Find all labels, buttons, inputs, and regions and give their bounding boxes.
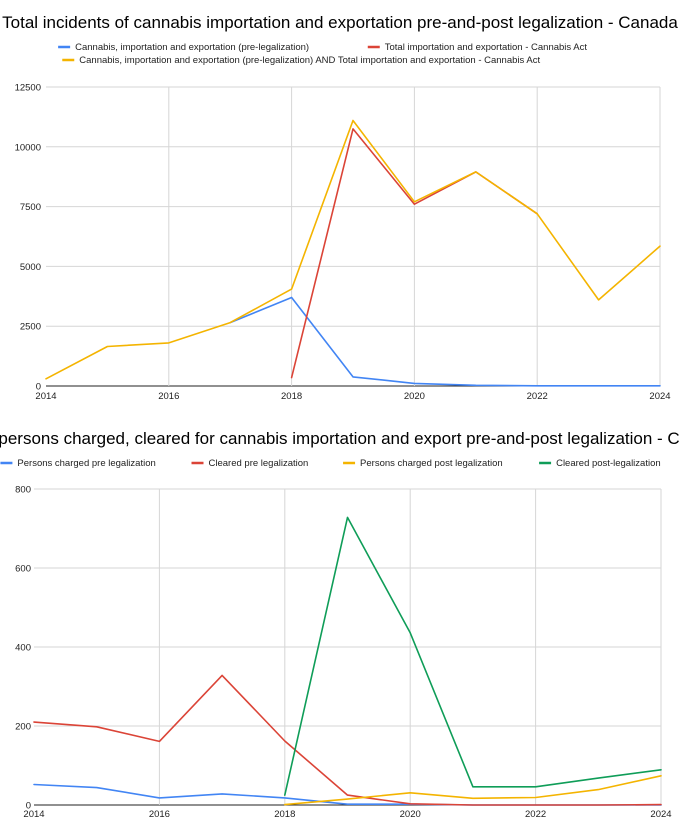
series-line-3 <box>284 775 662 806</box>
axis-ticks: 0 2500 5000 7500 10000 12500 2014 2016 2018 2020 2… <box>15 83 671 403</box>
legend-item: Cleared post-legalization <box>539 458 661 469</box>
legend-label: Cannabis, importation and exportation (p… <box>79 55 540 66</box>
legend-label: Cannabis, importation and exportation (p… <box>75 42 309 53</box>
x-tick-label: 2016 <box>149 809 170 820</box>
x-tick-label: 2014 <box>23 809 44 820</box>
y-tick-label: 12500 <box>15 83 41 94</box>
chart-title: Total incidents of cannabis importation … <box>2 13 678 32</box>
series-line-4 <box>284 516 662 796</box>
legend-label: Cleared pre legalization <box>209 458 309 469</box>
persons-chart: Total, persons charged, cleared for cann… <box>0 429 680 821</box>
y-tick-label: 200 <box>15 722 31 733</box>
axis-ticks: 0 200 400 600 800 2014 2016 2018 2020 2022 2024 <box>15 485 671 821</box>
x-tick-label: 2018 <box>281 391 302 402</box>
legend-item: Persons charged pre legalization <box>0 458 156 469</box>
x-tick-label: 2024 <box>650 809 671 820</box>
grid <box>34 488 662 806</box>
grid <box>46 86 661 387</box>
y-tick-label: 5000 <box>20 262 41 273</box>
series-lines <box>33 516 662 806</box>
x-tick-label: 2024 <box>649 391 670 402</box>
y-tick-label: 2500 <box>20 322 41 333</box>
chart-legend: Persons charged pre legalization Cleared … <box>0 458 661 469</box>
x-tick-label: 2018 <box>274 809 295 820</box>
y-tick-label: 7500 <box>20 202 41 213</box>
legend-item: Cleared pre legalization <box>191 458 309 469</box>
legend-item: Cannabis, importation and exportation (p… <box>62 55 540 66</box>
y-tick-label: 0 <box>26 801 31 812</box>
x-tick-label: 2022 <box>525 809 546 820</box>
y-tick-label: 600 <box>15 564 31 575</box>
y-tick-label: 400 <box>15 643 31 654</box>
legend-label: Cleared post-legalization <box>556 458 661 469</box>
incidents-chart: Total incidents of cannabis importation … <box>2 13 678 403</box>
legend-item: Persons charged post legalization <box>343 458 503 469</box>
x-tick-label: 2022 <box>527 391 548 402</box>
legend-label: Persons charged pre legalization <box>17 458 155 469</box>
x-tick-label: 2020 <box>400 809 421 820</box>
y-tick-label: 10000 <box>15 142 41 153</box>
series-lines <box>45 119 661 387</box>
series-line-1 <box>229 296 661 387</box>
y-tick-label: 0 <box>36 382 41 393</box>
legend-label: Persons charged post legalization <box>360 458 503 469</box>
legend-label: Total importation and exportation - Cann… <box>385 42 588 53</box>
legend-item: Cannabis, importation and exportation (p… <box>58 42 309 53</box>
chart-title: Total, persons charged, cleared for cann… <box>0 429 680 448</box>
series-line-2 <box>33 674 662 806</box>
x-tick-label: 2014 <box>35 391 56 402</box>
legend-item: Total importation and exportation - Cann… <box>367 42 588 53</box>
y-tick-label: 800 <box>15 485 31 496</box>
chart-legend: Cannabis, importation and exportation (p… <box>58 42 587 66</box>
x-tick-label: 2020 <box>404 391 425 402</box>
series-line-3 <box>45 119 661 380</box>
x-tick-label: 2016 <box>158 391 179 402</box>
